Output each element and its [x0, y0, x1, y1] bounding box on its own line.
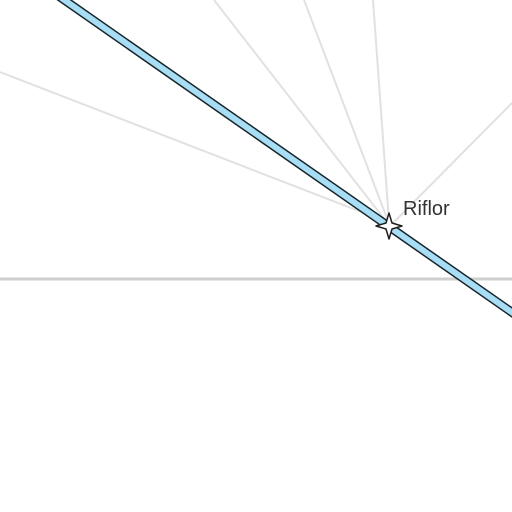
main-route-casing	[56, 0, 512, 318]
main-route	[56, 0, 512, 318]
minor-road-2	[213, 0, 386, 221]
minor-road-4	[372, 0, 390, 223]
background-roads	[0, 0, 512, 281]
minor-road-1	[0, 71, 383, 221]
minor-road-5	[391, 102, 512, 225]
four-point-star-icon	[375, 212, 403, 240]
minor-road-3	[303, 0, 389, 222]
main-route-fill	[59, 0, 512, 317]
place-marker[interactable]: Riflor	[375, 198, 450, 240]
place-label[interactable]: Riflor	[403, 198, 450, 220]
